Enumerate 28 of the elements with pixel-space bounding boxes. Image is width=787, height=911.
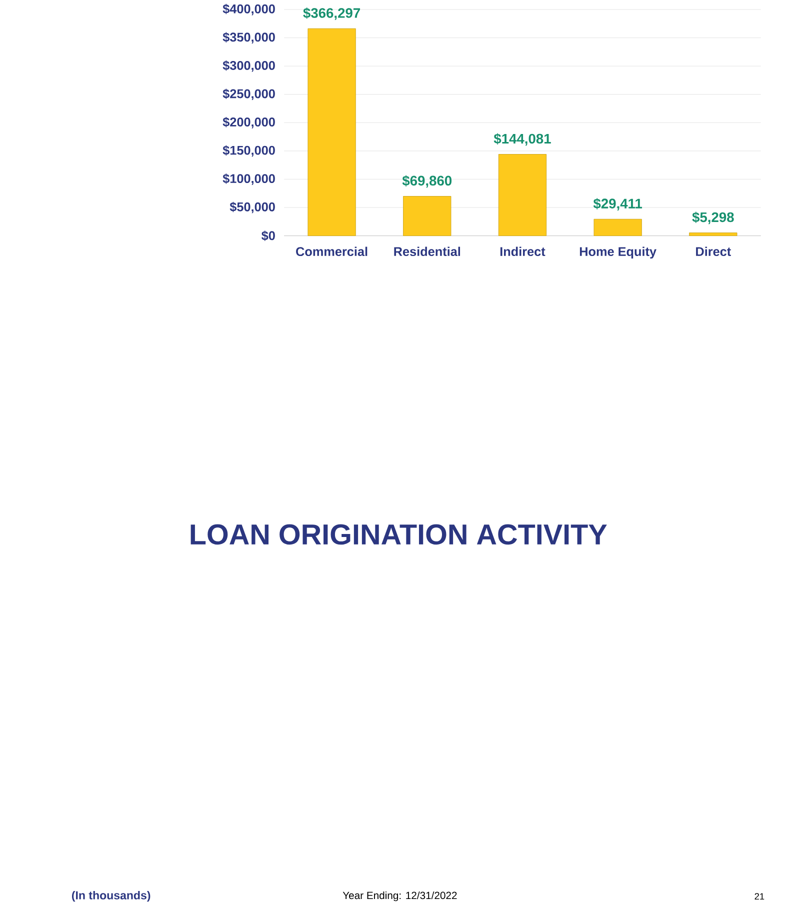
- bar: [403, 196, 452, 236]
- data-label: $29,411: [594, 198, 642, 210]
- bar: [498, 154, 547, 236]
- text: LOAN ORIGINATION ACTIVITY: [190, 524, 608, 545]
- x-tick-label: Commercial: [296, 246, 368, 256]
- x-tick-label: Direct: [696, 246, 732, 256]
- y-tick-label: $250,000: [222, 88, 276, 100]
- x-tick-label: Indirect: [500, 246, 546, 256]
- y-tick-label: $0: [262, 230, 276, 241]
- bar: [594, 218, 642, 236]
- x-tick-label: Home Equity: [580, 246, 657, 259]
- y-tick-label: $150,000: [222, 145, 276, 157]
- text: (In thousands): [72, 890, 150, 902]
- bar: [308, 28, 356, 236]
- data-label: $69,860: [402, 175, 452, 188]
- y-tick-label: $300,000: [222, 60, 276, 72]
- y-tick-label: $350,000: [222, 32, 276, 44]
- y-tick-label: $200,000: [222, 116, 276, 128]
- data-label: $5,298: [692, 212, 734, 224]
- text: Year Ending: 12/31/2022: [342, 891, 457, 902]
- bar: [689, 232, 738, 236]
- data-label: $144,081: [494, 133, 552, 146]
- y-tick-label: $400,000: [222, 4, 276, 16]
- y-tick-label: $100,000: [222, 174, 276, 185]
- text: 21: [754, 893, 764, 900]
- x-tick-label: Residential: [394, 246, 460, 256]
- y-tick-label: $50,000: [230, 202, 276, 214]
- data-label: $366,297: [303, 8, 360, 20]
